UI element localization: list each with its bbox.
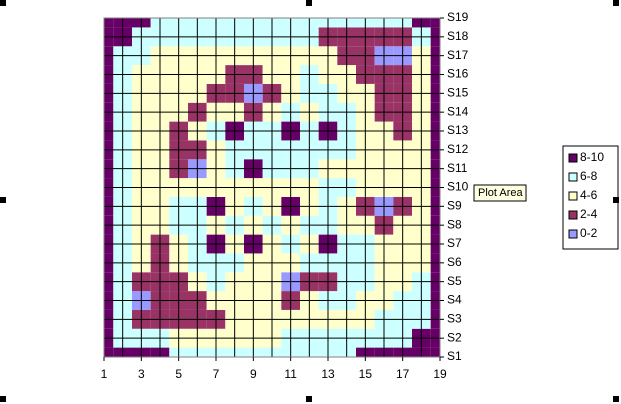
x-tick-label: 5 — [175, 367, 182, 381]
y-tick-label: S9 — [447, 199, 462, 213]
tooltip-box — [473, 184, 527, 202]
y-tick-label: S5 — [447, 274, 462, 288]
legend-swatch — [568, 229, 578, 239]
x-tick-label: 11 — [284, 367, 297, 381]
y-tick-label: S3 — [447, 312, 462, 326]
legend[interactable]: 8-10 6-8 4-6 2-4 0-2 — [562, 145, 619, 250]
y-tick-label: S4 — [447, 293, 462, 307]
handle[interactable] — [0, 396, 6, 402]
x-tick-label: 15 — [359, 367, 373, 381]
x-tick-label: 3 — [138, 367, 145, 381]
y-tick-label: S6 — [447, 255, 462, 269]
legend-label: 2-4 — [580, 207, 598, 221]
tooltip: Plot Area — [473, 184, 527, 202]
y-tick-label: S7 — [447, 236, 462, 250]
handle[interactable] — [613, 396, 619, 402]
y-tick-label: S11 — [447, 161, 468, 175]
contour-cell — [430, 18, 440, 28]
handle[interactable] — [613, 197, 619, 203]
handle[interactable] — [613, 0, 619, 6]
y-tick-label: S14 — [447, 104, 469, 118]
plot-area[interactable]: 1 3 5 7 9 11 13 15 17 19S1S2S3S4S5S6S7S8S9S10S11S… — [101, 10, 469, 381]
contour-cell — [104, 18, 114, 28]
legend-swatch — [568, 191, 578, 201]
legend-swatch — [568, 172, 578, 182]
y-tick-label: S8 — [447, 217, 462, 231]
y-tick-label: S15 — [447, 86, 469, 100]
y-tick-label: S13 — [447, 123, 469, 137]
legend-label: 8-10 — [580, 150, 604, 164]
legend-label: 0-2 — [580, 226, 598, 240]
x-tick-label: 1 — [101, 367, 108, 381]
y-tick-label: S17 — [447, 48, 469, 62]
handle[interactable] — [0, 197, 6, 203]
y-tick-label: S12 — [447, 142, 469, 156]
x-tick-label: 9 — [250, 367, 257, 381]
y-tick-label: S1 — [447, 349, 462, 363]
y-tick-label: S19 — [447, 10, 469, 24]
y-tick-label: S16 — [447, 67, 469, 81]
legend-label: 4-6 — [580, 188, 598, 202]
handle[interactable] — [306, 396, 312, 402]
handle[interactable] — [0, 0, 6, 6]
x-tick-label: 13 — [321, 367, 335, 381]
contour-cell — [430, 347, 440, 357]
legend-swatch — [568, 210, 578, 220]
y-tick-label: S10 — [447, 180, 469, 194]
x-tick-label: 19 — [433, 367, 447, 381]
y-tick-label: S18 — [447, 29, 469, 43]
legend-label: 6-8 — [580, 169, 598, 183]
handle[interactable] — [306, 0, 312, 6]
legend-swatch — [568, 153, 578, 163]
x-tick-label: 17 — [396, 367, 410, 381]
contour-cell — [104, 347, 114, 357]
tooltip-text: Plot Area — [478, 187, 524, 199]
y-tick-label: S2 — [447, 330, 462, 344]
x-tick-label: 7 — [213, 367, 220, 381]
